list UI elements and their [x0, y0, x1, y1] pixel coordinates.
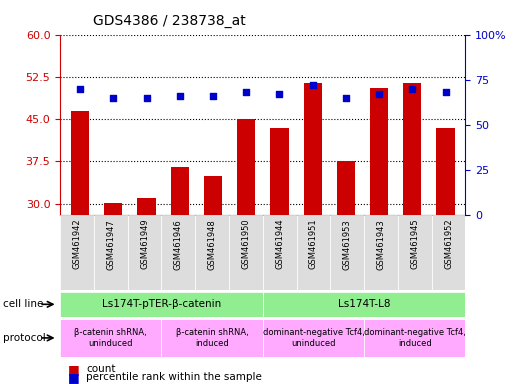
Text: count: count — [86, 364, 116, 374]
Text: dominant-negative Tcf4,
induced: dominant-negative Tcf4, induced — [364, 328, 466, 348]
Point — [242, 89, 251, 95]
Bar — [337, 161, 355, 215]
Point — [275, 91, 283, 97]
Text: cell line: cell line — [3, 299, 43, 310]
Point — [142, 95, 151, 101]
Text: ■: ■ — [68, 371, 79, 384]
Text: GSM461952: GSM461952 — [444, 219, 453, 270]
Text: GSM461950: GSM461950 — [242, 219, 251, 270]
Text: GSM461944: GSM461944 — [275, 219, 284, 270]
Text: GSM461953: GSM461953 — [343, 219, 352, 270]
Text: GSM461946: GSM461946 — [174, 219, 183, 270]
Text: Ls174T-pTER-β-catenin: Ls174T-pTER-β-catenin — [102, 299, 221, 310]
Point — [309, 82, 317, 88]
Bar — [138, 198, 156, 215]
Bar — [237, 119, 255, 215]
Text: percentile rank within the sample: percentile rank within the sample — [86, 372, 262, 382]
Text: GSM461948: GSM461948 — [208, 219, 217, 270]
Point — [408, 86, 416, 92]
Text: GDS4386 / 238738_at: GDS4386 / 238738_at — [93, 14, 245, 28]
Text: β-catenin shRNA,
uninduced: β-catenin shRNA, uninduced — [74, 328, 147, 348]
Point — [109, 95, 118, 101]
Bar — [370, 88, 388, 215]
Bar — [204, 175, 222, 215]
Text: β-catenin shRNA,
induced: β-catenin shRNA, induced — [176, 328, 248, 348]
Bar — [303, 83, 322, 215]
Bar — [403, 83, 422, 215]
Text: GSM461947: GSM461947 — [106, 219, 115, 270]
Point — [342, 95, 350, 101]
Text: protocol: protocol — [3, 333, 46, 343]
Text: GSM461942: GSM461942 — [73, 219, 82, 270]
Bar — [436, 127, 454, 215]
Text: GSM461949: GSM461949 — [140, 219, 149, 270]
Point — [441, 89, 450, 95]
Text: GSM461943: GSM461943 — [377, 219, 385, 270]
Text: dominant-negative Tcf4,
uninduced: dominant-negative Tcf4, uninduced — [263, 328, 365, 348]
Text: GSM461945: GSM461945 — [411, 219, 419, 270]
Text: GSM461951: GSM461951 — [309, 219, 318, 270]
Text: ■: ■ — [68, 363, 79, 376]
Point — [176, 93, 184, 99]
Text: Ls174T-L8: Ls174T-L8 — [338, 299, 390, 310]
Point — [76, 86, 84, 92]
Bar — [71, 111, 89, 215]
Point — [375, 91, 383, 97]
Bar — [104, 203, 122, 215]
Bar — [170, 167, 189, 215]
Point — [209, 93, 217, 99]
Bar — [270, 127, 289, 215]
